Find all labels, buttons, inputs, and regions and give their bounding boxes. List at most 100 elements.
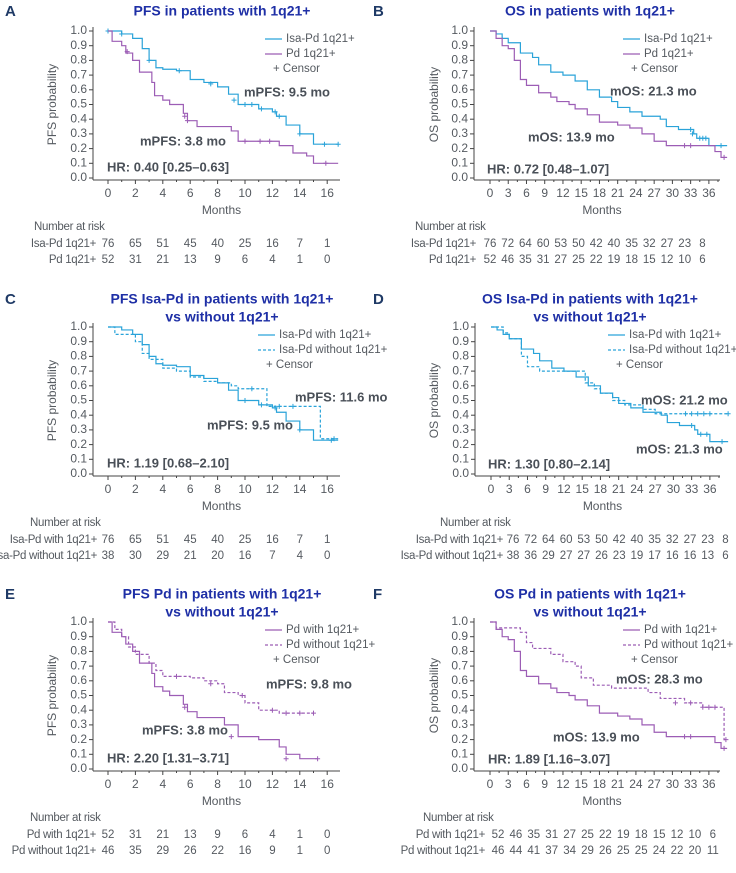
y-tick-label: 1.0 <box>70 319 87 333</box>
risk-value: 22 <box>599 829 612 841</box>
x-tick-label: 36 <box>702 777 716 791</box>
y-axis-label: OS probability <box>427 658 441 733</box>
risk-row-label: Isa-Pd without 1q21+ <box>401 550 504 562</box>
legend-censor: + Censor <box>631 654 678 666</box>
legend-label: Pd with 1q21+ <box>644 624 717 636</box>
y-tick-label: 1.0 <box>451 614 468 628</box>
legend-censor: + Censor <box>631 63 678 75</box>
risk-value: 16 <box>684 550 697 562</box>
censor-mark <box>689 131 695 137</box>
censor-mark <box>258 106 264 112</box>
legend-label: Isa-Pd 1q21+ <box>286 33 355 45</box>
y-tick-label: 0.2 <box>70 437 87 451</box>
risk-value: 16 <box>266 238 279 250</box>
survival-curve-1 <box>108 621 318 760</box>
risk-value: 27 <box>560 550 573 562</box>
y-tick-label: 0.8 <box>451 53 468 67</box>
censor-mark <box>683 411 689 417</box>
risk-value: 16 <box>239 550 252 562</box>
x-tick-label: 14 <box>293 482 307 496</box>
risk-value: 27 <box>554 254 567 266</box>
x-axis-label: Months <box>582 794 621 808</box>
risk-value: 22 <box>211 845 224 857</box>
censor-mark <box>701 411 707 417</box>
risk-value: 32 <box>643 238 656 250</box>
x-tick-label: 10 <box>238 186 252 200</box>
risk-value: 50 <box>595 534 608 546</box>
risk-value: 72 <box>524 534 537 546</box>
y-tick-label: 0.4 <box>451 702 468 716</box>
risk-table-header: Number at risk <box>30 517 101 529</box>
y-tick-label: 0.2 <box>70 141 87 155</box>
risk-value: 20 <box>211 550 224 562</box>
x-tick-label: 6 <box>523 186 530 200</box>
risk-value: 51 <box>156 238 169 250</box>
risk-value: 8 <box>699 238 705 250</box>
y-tick-label: 0.4 <box>451 111 468 125</box>
survival-curve-1 <box>490 30 728 147</box>
censor-mark <box>208 81 214 87</box>
y-tick-label: 0.6 <box>70 378 87 392</box>
risk-value: 27 <box>684 534 697 546</box>
risk-value: 1 <box>297 845 303 857</box>
legend-label: Pd 1q21+ <box>286 48 336 60</box>
chart-title: PFS in patients with 1q21+ <box>134 3 311 19</box>
x-axis-label: Months <box>582 203 621 217</box>
risk-value: 16 <box>666 550 679 562</box>
risk-value: 9 <box>269 845 275 857</box>
risk-value: 31 <box>537 254 550 266</box>
risk-value: 35 <box>519 254 532 266</box>
censor-mark <box>682 734 688 740</box>
censor-mark <box>695 411 701 417</box>
survival-curve-2 <box>490 30 728 159</box>
risk-value: 22 <box>671 845 684 857</box>
chart-title: vs without 1q21+ <box>165 604 278 620</box>
x-tick-label: 30 <box>666 777 680 791</box>
risk-table-header: Number at risk <box>30 812 101 824</box>
y-tick-label: 0.8 <box>451 644 468 658</box>
censor-mark <box>718 143 724 149</box>
x-tick-label: 12 <box>266 186 280 200</box>
legend-label: Isa-Pd 1q21+ <box>644 33 713 45</box>
risk-value: 1 <box>324 238 330 250</box>
risk-value: 42 <box>590 238 603 250</box>
risk-value: 26 <box>599 845 612 857</box>
panel-letter: A <box>5 3 16 20</box>
legend-label: Pd 1q21+ <box>644 48 694 60</box>
x-axis-label: Months <box>202 203 241 217</box>
risk-value: 37 <box>545 845 558 857</box>
censor-mark <box>269 707 275 713</box>
x-tick-label: 18 <box>593 186 607 200</box>
y-axis-label: OS probability <box>427 67 441 142</box>
risk-value: 4 <box>269 254 276 266</box>
x-tick-label: 10 <box>238 777 252 791</box>
risk-value: 32 <box>666 534 679 546</box>
risk-value: 15 <box>653 829 666 841</box>
x-tick-label: 6 <box>187 186 194 200</box>
x-tick-label: 33 <box>685 482 699 496</box>
y-tick-label: 0.2 <box>451 141 468 155</box>
x-tick-label: 6 <box>524 482 531 496</box>
panel-b: B OS in patients with 1q21+ 0.0 0.1 0.2 0.3 0.… <box>368 0 736 290</box>
y-tick-label: 0.3 <box>70 717 87 731</box>
risk-table-header: Number at risk <box>415 221 486 233</box>
x-tick-label: 3 <box>506 482 513 496</box>
x-tick-label: 14 <box>293 777 307 791</box>
panel-letter: C <box>5 291 16 308</box>
km-chart: F OS Pd in patients with 1q21+ vs without … <box>373 586 733 857</box>
risk-value: 29 <box>156 845 169 857</box>
censor-mark <box>311 710 316 716</box>
y-tick-label: 0.5 <box>70 393 87 407</box>
censor-mark <box>682 143 688 149</box>
x-tick-label: 12 <box>556 186 570 200</box>
x-tick-label: 8 <box>214 777 221 791</box>
x-tick-label: 12 <box>266 482 280 496</box>
risk-value: 23 <box>613 550 626 562</box>
censor-mark <box>174 673 179 679</box>
risk-value: 35 <box>648 534 661 546</box>
x-tick-label: 21 <box>612 482 626 496</box>
risk-value: 52 <box>484 254 497 266</box>
risk-value: 21 <box>184 550 197 562</box>
x-tick-label: 12 <box>266 777 280 791</box>
